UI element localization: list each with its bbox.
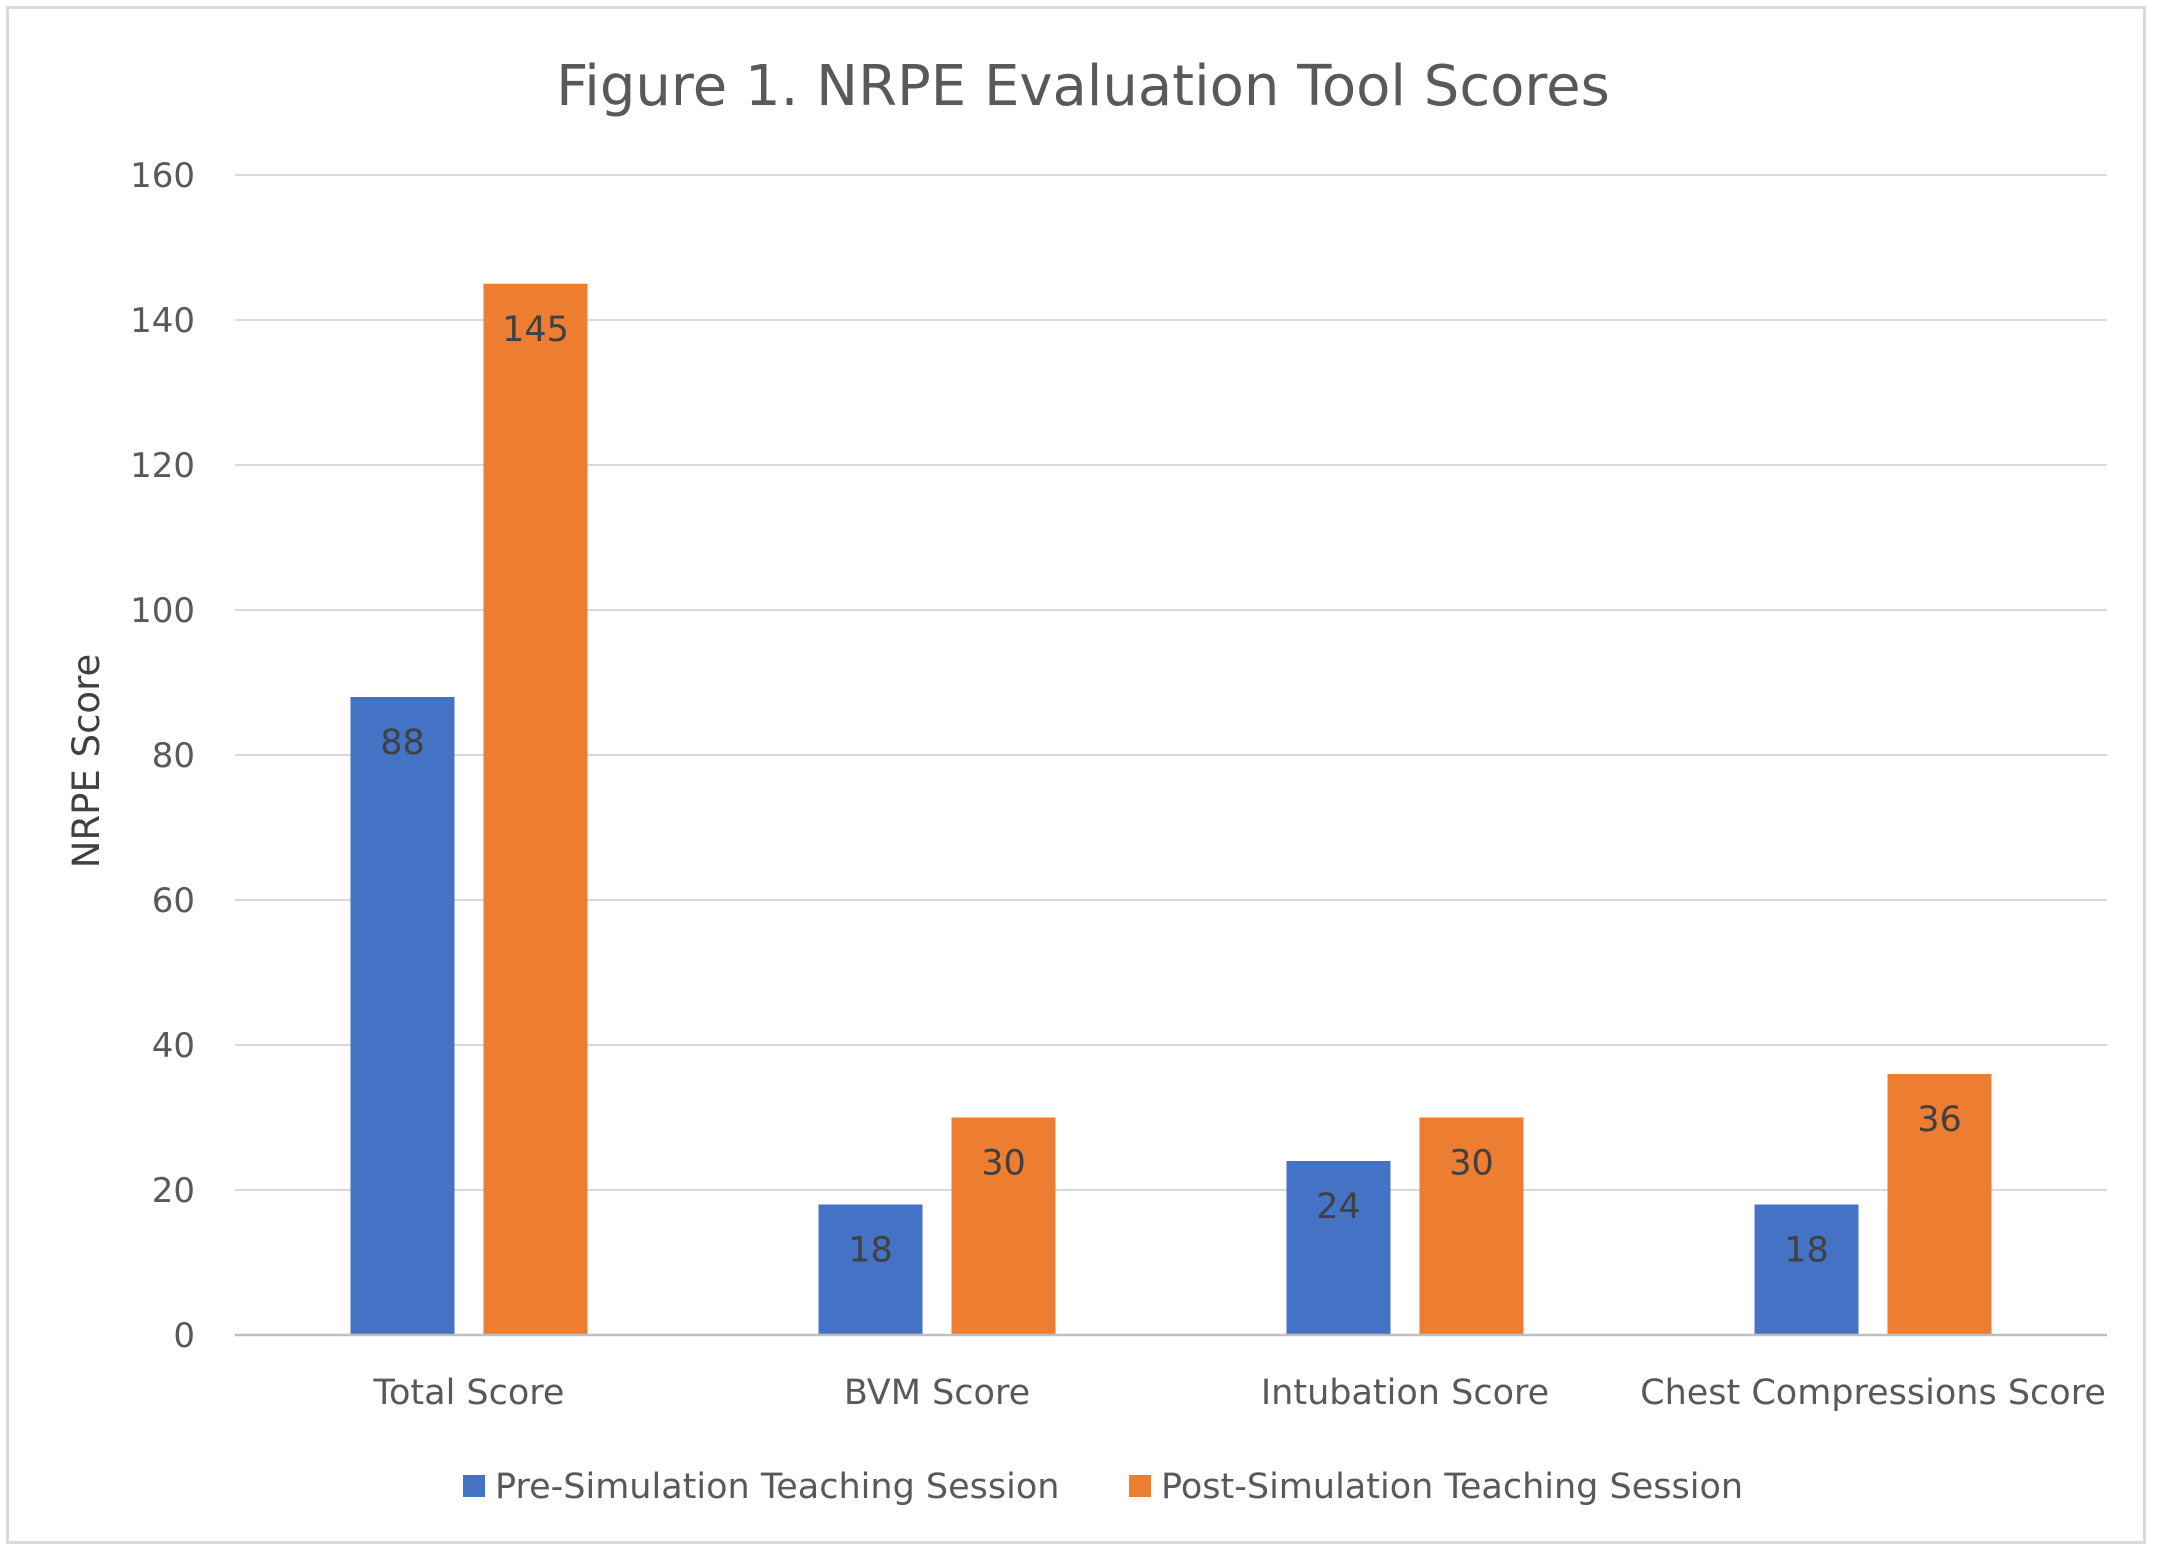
x-category-label: Intubation Score [1261,1373,1549,1413]
y-tick-label: 140 [130,301,195,341]
bar [1419,1117,1524,1335]
y-tick-label: 20 [152,1171,195,1211]
x-category-label: Chest Compressions Score [1640,1373,2106,1413]
data-label: 18 [848,1231,893,1271]
bar [483,283,588,1335]
data-label: 24 [1316,1187,1361,1227]
data-label: 30 [1449,1144,1494,1184]
x-axis-categories: Total Score BVM Score Intubation Score Ches… [373,1373,2106,1413]
legend-label: Post-Simulation Teaching Session [1161,1467,1743,1507]
y-tick-label: 160 [130,156,195,196]
data-label: 18 [1784,1231,1829,1271]
chart-title: Figure 1. NRPE Evaluation Tool Scores [556,54,1610,119]
bar [1754,1204,1859,1335]
data-label: 30 [981,1144,1026,1184]
bar [1286,1161,1391,1335]
legend: Pre-Simulation Teaching Session Post-Simu… [463,1467,1743,1507]
data-label: 145 [502,310,569,350]
data-labels: 88 145 18 30 24 30 18 36 [380,310,1962,1271]
y-tick-label: 120 [130,446,195,486]
y-tick-label: 80 [152,736,195,776]
y-tick-label: 40 [152,1026,195,1066]
data-label: 36 [1917,1100,1962,1140]
legend-label: Pre-Simulation Teaching Session [495,1467,1059,1507]
y-tick-label: 100 [130,591,195,631]
bar [951,1117,1056,1335]
bar [818,1204,923,1335]
y-tick-label: 0 [173,1316,195,1356]
y-axis-label: NRPE Score [65,654,108,868]
x-category-label: Total Score [373,1373,565,1413]
x-category-label: BVM Score [844,1373,1030,1413]
bars [350,283,1992,1335]
bar-chart: Figure 1. NRPE Evaluation Tool Scores 0 2… [65,54,2107,1507]
bar [350,697,455,1335]
y-axis-ticks: 0 20 40 60 80 100 120 140 160 [130,156,195,1356]
y-tick-label: 60 [152,881,195,921]
chart-frame: Figure 1. NRPE Evaluation Tool Scores 0 2… [6,6,2146,1544]
legend-swatch [463,1475,485,1497]
data-label: 88 [380,723,425,763]
legend-swatch [1129,1475,1151,1497]
bar [1887,1074,1992,1335]
